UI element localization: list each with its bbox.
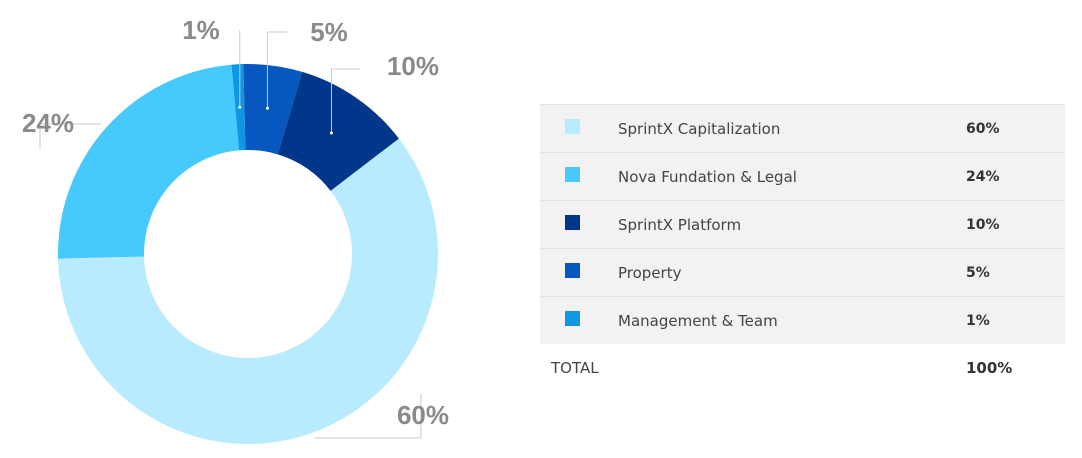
legend-swatch xyxy=(565,263,580,278)
leader-line xyxy=(312,394,422,439)
total-row: TOTAL 100% xyxy=(540,344,1065,391)
legend-row: Management & Team 1% xyxy=(540,296,1065,344)
total-label: TOTAL xyxy=(540,344,966,391)
slice-label: 10% xyxy=(387,51,439,81)
leader-line xyxy=(330,68,360,133)
leader-dot xyxy=(329,131,333,135)
legend-value: 1% xyxy=(966,296,1065,344)
donut-slice xyxy=(243,63,303,155)
legend-label: SprintX Capitalization xyxy=(618,104,966,153)
legend-row: Nova Fundation & Legal 24% xyxy=(540,152,1065,201)
legend-value: 5% xyxy=(966,248,1065,297)
slice-label: 24% xyxy=(22,108,74,138)
legend-label: SprintX Platform xyxy=(618,200,966,249)
legend-label: Nova Fundation & Legal xyxy=(618,152,966,201)
slice-label: 1% xyxy=(182,15,220,45)
donut-slice xyxy=(277,71,399,191)
legend-value: 60% xyxy=(966,104,1065,153)
leader-dot xyxy=(265,106,269,110)
leader-dot xyxy=(238,105,242,109)
leader-line xyxy=(39,123,103,148)
donut-chart: 1% 5% 10% 60% 24% xyxy=(22,15,449,445)
leader-line xyxy=(266,31,287,109)
legend-row: SprintX Platform 10% xyxy=(540,200,1065,249)
legend-swatch xyxy=(565,167,580,182)
legend-label: Property xyxy=(618,248,966,297)
legend-value: 10% xyxy=(966,200,1065,249)
legend-table: SprintX Capitalization 60% Nova Fundation … xyxy=(540,104,1065,391)
legend-value: 24% xyxy=(966,152,1065,201)
slice-label: 60% xyxy=(397,400,449,430)
legend-swatch xyxy=(565,215,580,230)
legend-row: SprintX Capitalization 60% xyxy=(540,104,1065,153)
legend-swatch xyxy=(565,119,580,134)
legend-row: Property 5% xyxy=(540,248,1065,297)
donut-slice xyxy=(58,64,239,259)
donut-slice xyxy=(58,138,439,445)
total-value: 100% xyxy=(966,344,1065,391)
legend-label: Management & Team xyxy=(618,296,966,344)
leader-dot xyxy=(311,436,315,440)
slice-label: 5% xyxy=(310,17,348,47)
leader-dot xyxy=(101,122,105,126)
legend-swatch xyxy=(565,311,580,326)
